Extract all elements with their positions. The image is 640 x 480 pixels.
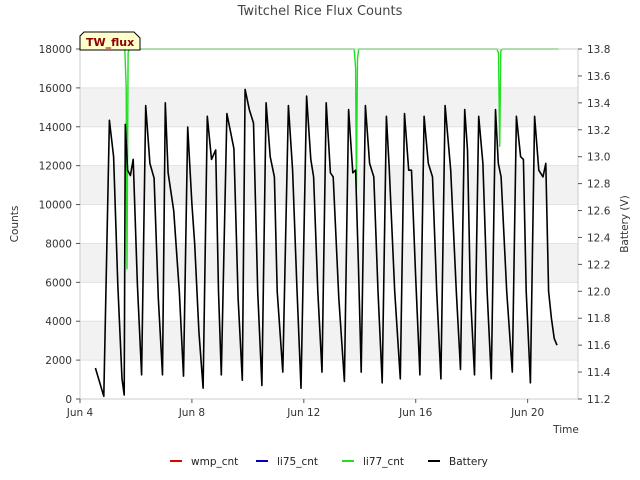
y2-tick-label: 11.6 — [587, 340, 611, 352]
y2-tick-label: 12.0 — [587, 286, 610, 298]
x-tick-label: Jun 4 — [66, 407, 94, 419]
y2-axis-label: Battery (V) — [619, 195, 631, 253]
legend-entry: wmp_cnt — [191, 456, 238, 468]
y-tick-label: 6000 — [45, 277, 72, 289]
series-layer — [94, 48, 559, 398]
plot-frame — [79, 48, 579, 400]
series-line-battery — [94, 88, 558, 398]
background-band — [80, 87, 578, 127]
legend-entry: li77_cnt — [363, 456, 404, 468]
x-tick-label: Jun 12 — [286, 407, 320, 419]
x-axis-ticks: Jun 4 Jun 8 Jun 12 Jun 16 Jun 20 — [66, 399, 544, 419]
y2-tick-label: 12.2 — [587, 259, 610, 271]
site-label-badge — [79, 31, 141, 51]
legend: wmp_cnt li75_cnt li77_cnt Battery — [170, 456, 488, 468]
y-tick-label: 12000 — [39, 161, 72, 173]
y-tick-label: 18000 — [39, 44, 72, 56]
x-tick-label: Jun 8 — [178, 407, 205, 419]
y2-tick-label: 11.8 — [587, 313, 610, 325]
y-tick-label: 10000 — [39, 200, 72, 212]
y2-tick-label: 11.2 — [587, 394, 610, 406]
y2-tick-label: 13.4 — [587, 98, 611, 110]
y-tick-label: 0 — [65, 394, 72, 406]
chart-title: Twitchel Rice Flux Counts — [237, 4, 403, 19]
y2-tick-label: 11.4 — [587, 367, 611, 379]
y-tick-label: 8000 — [45, 238, 72, 250]
background-band — [80, 321, 578, 361]
y2-tick-label: 12.6 — [587, 206, 611, 218]
y2-tick-label: 12.8 — [587, 179, 610, 191]
x-tick-label: Jun 20 — [510, 407, 544, 419]
y-axis-ticks: 0 2000 4000 6000 8000 10000 12000 14000 16000 180… — [39, 44, 80, 406]
x-tick-label: Jun 16 — [398, 407, 432, 419]
y-tick-label: 2000 — [45, 355, 72, 367]
y-tick-label: 16000 — [39, 83, 72, 95]
y-tick-label: 4000 — [45, 316, 72, 328]
x-axis-label: Time — [552, 424, 579, 436]
y-tick-label: 14000 — [39, 122, 72, 134]
legend-entry: Battery — [449, 456, 488, 468]
background-band — [80, 243, 578, 283]
series-line-li77-cnt — [124, 48, 559, 270]
y-axis-label: Counts — [9, 206, 21, 243]
y2-tick-label: 12.4 — [587, 232, 611, 244]
y2-tick-label: 13.2 — [587, 125, 610, 137]
y2-axis-ticks: 11.2 11.4 11.6 11.8 12.0 12.2 12.4 12.6 12.8 13.0… — [578, 44, 611, 406]
y2-tick-label: 13.0 — [587, 152, 610, 164]
site-label: TW_flux — [86, 36, 134, 49]
site-label-box: TW_flux — [79, 31, 141, 51]
legend-entry: li75_cnt — [277, 456, 318, 468]
y2-tick-label: 13.6 — [587, 71, 611, 83]
y2-tick-label: 13.8 — [587, 44, 610, 56]
